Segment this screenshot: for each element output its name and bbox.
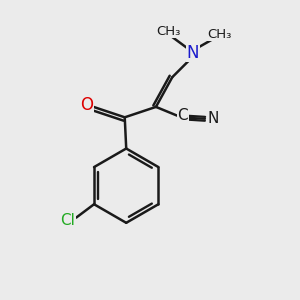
Text: N: N bbox=[187, 44, 199, 62]
Text: Cl: Cl bbox=[61, 213, 75, 228]
Text: O: O bbox=[80, 95, 94, 113]
Text: N: N bbox=[208, 111, 219, 126]
Text: CH₃: CH₃ bbox=[208, 28, 232, 40]
Text: CH₃: CH₃ bbox=[157, 25, 181, 38]
Text: C: C bbox=[177, 108, 188, 123]
